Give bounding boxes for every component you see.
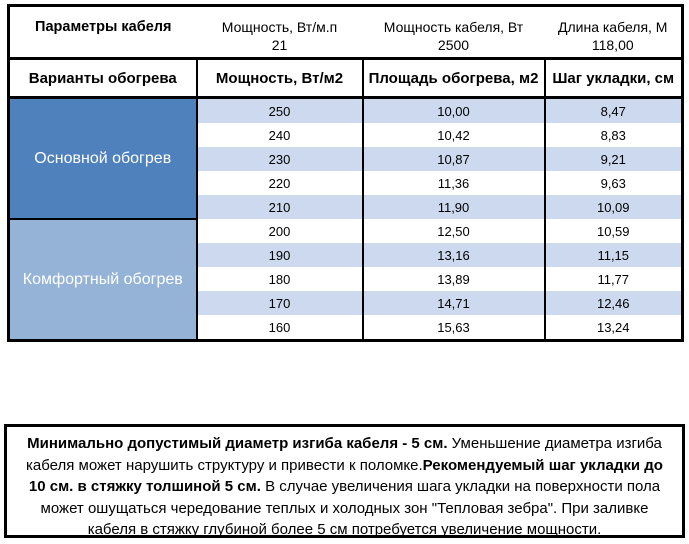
table-row: 240 10,42 8,83 bbox=[9, 123, 684, 147]
table-row: 210 11,90 10,09 bbox=[9, 195, 684, 219]
cable-parameters-table: Параметры кабеля Мощность, Вт/м.п Мощнос… bbox=[7, 4, 684, 342]
table-row: 170 14,71 12,46 bbox=[9, 291, 684, 315]
area-value-cell: 10,42 bbox=[361, 123, 546, 147]
params-values-row: 21 2500 118,00 bbox=[9, 35, 683, 59]
table-row: Комфортный обогрев 200 12,50 10,59 bbox=[8, 218, 684, 341]
group-label-main-heating: Основной обогрев bbox=[8, 97, 198, 219]
params-label-power-per-m: Мощность, Вт/м.п bbox=[221, 19, 338, 35]
power-value-cell: 190 bbox=[195, 243, 364, 267]
column-header-heating-variants: Варианты обогрева bbox=[7, 57, 198, 99]
column-header-area: Площадь обогрева, м2 bbox=[361, 57, 546, 99]
area-value-cell: 12,50 bbox=[361, 219, 546, 243]
table-row: 160 15,63 13,24 bbox=[9, 315, 684, 341]
step-value-cell: 13,24 bbox=[543, 315, 684, 341]
table-row: 180 13,89 11,77 bbox=[9, 267, 684, 291]
params-value-power-per-m: 21 bbox=[271, 37, 288, 53]
group-label-comfort-heating: Комфортный обогрев bbox=[8, 218, 198, 341]
power-value-cell: 250 bbox=[195, 97, 364, 123]
area-value-cell: 13,89 bbox=[361, 267, 546, 291]
table-row: Основной обогрев 250 10,00 8,47 bbox=[8, 97, 684, 219]
column-header-step: Шаг укладки, см bbox=[543, 57, 684, 99]
area-value-cell: 14,71 bbox=[361, 291, 546, 315]
step-value-cell: 11,15 bbox=[543, 243, 684, 267]
params-title: Параметры кабеля bbox=[35, 19, 172, 35]
power-value-cell: 230 bbox=[195, 147, 364, 171]
step-value-cell: 8,83 bbox=[543, 123, 684, 147]
params-header-row: Параметры кабеля Мощность, Вт/м.п Мощнос… bbox=[9, 6, 683, 35]
area-value-cell: 15,63 bbox=[361, 315, 546, 341]
step-value-cell: 12,46 bbox=[543, 291, 684, 315]
power-value-cell: 170 bbox=[195, 291, 364, 315]
power-value-cell: 220 bbox=[195, 171, 364, 195]
area-value-cell: 13,16 bbox=[361, 243, 546, 267]
power-value-cell: 200 bbox=[195, 219, 364, 243]
area-value-cell: 11,36 bbox=[361, 171, 546, 195]
params-value-cable-power: 2500 bbox=[437, 37, 470, 53]
note-segment: Рекомендуемый шаг укладки до 10 см. в ст… bbox=[28, 456, 663, 496]
area-value-cell: 11,90 bbox=[361, 195, 546, 219]
table-row: 220 11,36 9,63 bbox=[9, 171, 684, 195]
params-value-cable-length: 118,00 bbox=[591, 37, 634, 53]
columns-header-row: Варианты обогрева Мощность, Вт/м2 Площад… bbox=[7, 57, 684, 99]
area-value-cell: 10,00 bbox=[361, 97, 546, 123]
power-value-cell: 160 bbox=[195, 315, 364, 341]
area-value-cell: 10,87 bbox=[361, 147, 546, 171]
params-label-cable-power: Мощность кабеля, Вт bbox=[383, 19, 524, 35]
note-text: Минимально допустимый диаметр изгиба каб… bbox=[26, 435, 663, 538]
step-value-cell: 8,47 bbox=[543, 97, 684, 123]
table-row: 190 13,16 11,15 bbox=[9, 243, 684, 267]
step-value-cell: 9,63 bbox=[543, 171, 684, 195]
step-value-cell: 10,09 bbox=[543, 195, 684, 219]
power-value-cell: 210 bbox=[195, 195, 364, 219]
step-value-cell: 10,59 bbox=[543, 219, 684, 243]
table-row: 230 10,87 9,21 bbox=[9, 147, 684, 171]
note-segment: Минимально допустимый диаметр изгиба каб… bbox=[27, 435, 448, 452]
params-label-cable-length: Длина кабеля, М bbox=[558, 19, 668, 35]
step-value-cell: 11,77 bbox=[543, 267, 684, 291]
params-empty-cell bbox=[9, 35, 197, 59]
column-header-power: Мощность, Вт/м2 bbox=[195, 57, 364, 99]
note-segment: Уменьшение диаметра изгиба кабеля может … bbox=[26, 435, 662, 474]
power-value-cell: 240 bbox=[195, 123, 364, 147]
step-value-cell: 9,21 bbox=[543, 147, 684, 171]
note-segment: В случае увеличения шага укладки на пове… bbox=[40, 478, 661, 538]
note-box: Минимально допустимый диаметр изгиба каб… bbox=[4, 424, 685, 538]
power-value-cell: 180 bbox=[195, 267, 364, 291]
